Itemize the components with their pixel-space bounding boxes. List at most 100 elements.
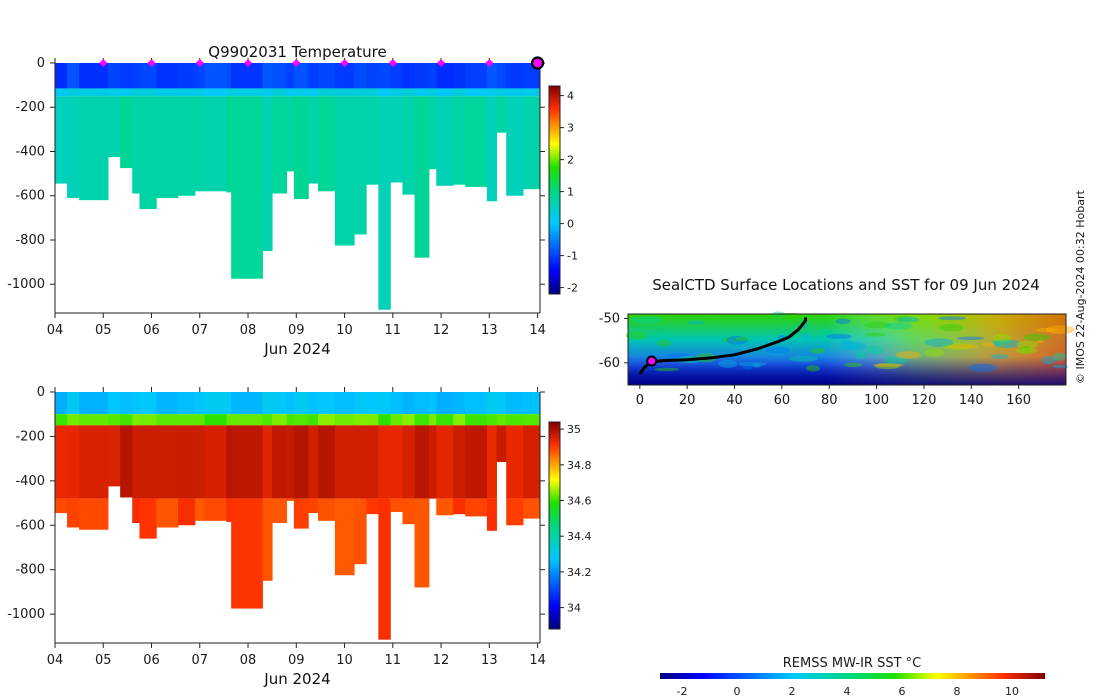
- profile-cell: [318, 63, 336, 89]
- profile-cell: [139, 425, 157, 499]
- y-tick-label: -800: [15, 233, 45, 248]
- profile-cell: [436, 88, 454, 97]
- profile-cell: [453, 414, 466, 426]
- profile-cell: [156, 63, 179, 89]
- profile-cell: [390, 414, 403, 426]
- colorbar-tick-label: -1: [567, 250, 578, 263]
- profile-cell: [272, 414, 288, 426]
- profile-cell: [414, 88, 430, 97]
- profile-cell: [496, 88, 507, 97]
- profile-cell: [523, 425, 541, 499]
- profile-cell: [286, 498, 295, 501]
- profile-cell: [402, 63, 415, 89]
- profile-cell: [366, 63, 379, 89]
- x-tick-label: 07: [192, 323, 209, 338]
- profile-cell: [67, 63, 80, 89]
- profile-cell: [194, 425, 206, 499]
- seal-current-position: [646, 355, 658, 367]
- sst-texture: [1046, 325, 1075, 335]
- surface-marker: [195, 59, 204, 67]
- profile-cell: [178, 88, 196, 97]
- y-tick-label: 0: [37, 385, 45, 400]
- profile-cell: [79, 88, 109, 97]
- x-tick-label: 12: [433, 653, 450, 668]
- profile-cell: [523, 88, 541, 97]
- colorbar-tick-label: 2: [567, 154, 574, 167]
- profile-cell: [139, 96, 157, 210]
- profile-cell: [194, 414, 206, 426]
- sst-texture: [765, 346, 790, 354]
- profile-cell: [486, 498, 497, 531]
- y-tick-label: -600: [15, 189, 45, 204]
- sst-texture: [1052, 352, 1067, 361]
- profile-cell: [226, 425, 232, 499]
- profile-cell: [79, 414, 109, 426]
- x-tick-label: 12: [433, 323, 450, 338]
- profile-cell: [178, 96, 196, 196]
- y-tick-label: -200: [15, 100, 45, 115]
- profile-cell: [378, 88, 391, 97]
- map-frame: [627, 313, 1067, 386]
- profile-cell: [453, 498, 466, 515]
- profile-cell: [132, 498, 140, 524]
- profile-cell: [506, 96, 524, 196]
- profile-cell: [156, 414, 179, 426]
- profile-cell: [272, 88, 288, 97]
- profile-cell: [436, 392, 454, 415]
- profile-cell: [523, 392, 541, 415]
- map-x-tick-label: 20: [679, 393, 696, 408]
- profile-cell: [390, 63, 403, 89]
- sst-texture: [846, 341, 867, 351]
- profile-cell: [414, 425, 430, 499]
- profile-cell: [390, 392, 403, 415]
- profile-cell: [308, 63, 319, 89]
- profile-cell: [286, 88, 295, 97]
- profile-cell: [226, 88, 232, 97]
- x-tick-label: 06: [143, 653, 160, 668]
- sst-texture: [742, 365, 753, 370]
- sst-texture: [1023, 333, 1051, 342]
- sst-texture: [981, 342, 996, 347]
- depth-panel-1: 0 -200 -400 -600 -800 -1000 04 05 06 07 08 09 10 11 12…: [7, 385, 591, 688]
- sst-texture: [853, 343, 862, 351]
- profile-cell: [293, 96, 309, 200]
- sst-texture: [1035, 340, 1045, 344]
- sst-texture: [825, 333, 852, 340]
- colorbar-tick-label: 34.4: [567, 530, 592, 543]
- profile-cell: [226, 414, 232, 426]
- profile-cell: [414, 414, 430, 426]
- sst-texture: [726, 335, 748, 345]
- sst-colorbar-tick-label: 2: [789, 685, 796, 698]
- y-tick-label: -400: [15, 474, 45, 489]
- profile-cell: [402, 88, 415, 97]
- profile-cell: [132, 392, 140, 415]
- profile-cell: [334, 392, 355, 415]
- sst-texture: [924, 338, 954, 347]
- surface-marker: [340, 59, 349, 67]
- profile-cell: [194, 392, 206, 415]
- sst-texture: [863, 321, 892, 329]
- profile-cell: [231, 392, 263, 415]
- map-y-tick-label: -50: [599, 311, 620, 326]
- y-tick-label: -200: [15, 429, 45, 444]
- profile-cell: [156, 425, 179, 499]
- profile-cell: [486, 63, 497, 89]
- profile-cell: [436, 425, 454, 499]
- profile-cell: [120, 425, 133, 498]
- surface-marker: [437, 59, 446, 67]
- profile-cell: [402, 425, 415, 499]
- profile-cell: [496, 392, 507, 415]
- colorbar-tick-label: 34: [567, 602, 581, 615]
- profile-cell: [231, 425, 263, 499]
- profile-cell: [486, 414, 497, 426]
- profile-cell: [414, 63, 430, 89]
- profile-cell: [272, 63, 288, 89]
- profile-cell: [436, 96, 454, 186]
- profile-cell: [55, 96, 68, 184]
- profile-cell: [108, 392, 121, 415]
- profile-cell: [204, 392, 227, 415]
- profile-cell: [262, 392, 273, 415]
- profile-cell: [334, 414, 355, 426]
- sst-texture: [874, 362, 901, 370]
- profile-cell: [286, 96, 295, 172]
